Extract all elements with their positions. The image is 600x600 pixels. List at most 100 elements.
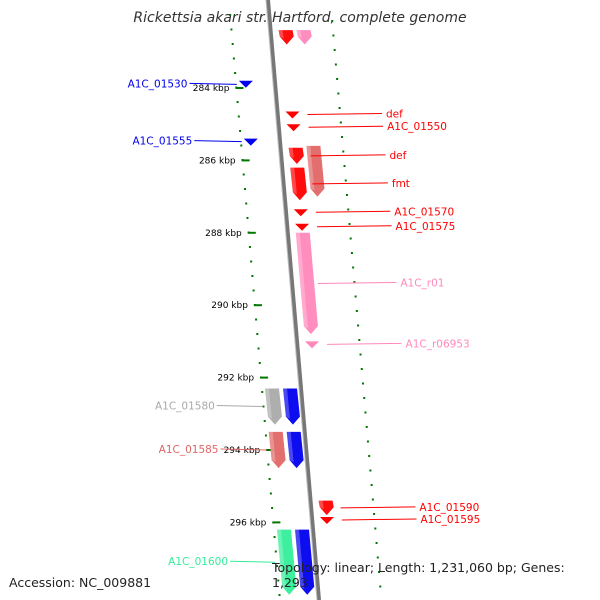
gene-feature-shine bbox=[296, 30, 302, 39]
guide-dot-right bbox=[375, 542, 378, 544]
gene-feature-small[interactable] bbox=[285, 111, 300, 119]
guide-dot-right bbox=[333, 49, 336, 51]
guide-dot-left bbox=[255, 318, 258, 321]
guide-dot-right bbox=[370, 484, 373, 486]
gene-label-leader bbox=[341, 518, 417, 521]
gene-feature[interactable] bbox=[295, 232, 318, 335]
gene-feature[interactable] bbox=[288, 147, 304, 165]
guide-dot-left bbox=[257, 347, 260, 350]
gene-label-leader bbox=[216, 405, 264, 408]
gene-label[interactable]: A1C_01595 bbox=[420, 514, 480, 526]
guide-dot-left bbox=[268, 478, 271, 480]
gene-label-leader bbox=[310, 154, 386, 157]
gene-label[interactable]: A1C_01530 bbox=[128, 78, 188, 90]
guide-dot-right bbox=[363, 397, 366, 399]
guide-dot-left bbox=[232, 57, 235, 60]
guide-dot-left bbox=[278, 594, 281, 596]
gene-feature-small[interactable] bbox=[286, 124, 301, 132]
gene-feature[interactable] bbox=[318, 500, 334, 516]
gene-label[interactable]: A1C_01590 bbox=[419, 502, 479, 514]
guide-dot-left bbox=[277, 579, 280, 582]
guide-dot-right bbox=[354, 295, 357, 298]
genome-summary-text: Topology: linear; Length: 1,231,060 bp; … bbox=[272, 560, 565, 590]
guide-dot-right bbox=[374, 527, 377, 530]
guide-dot-right bbox=[344, 179, 347, 182]
gene-feature-shine bbox=[277, 529, 287, 589]
gene-label[interactable]: A1C_01585 bbox=[159, 444, 219, 456]
gene-label[interactable]: A1C_01550 bbox=[387, 121, 447, 133]
guide-dot-right bbox=[357, 324, 360, 327]
gene-feature[interactable] bbox=[277, 529, 297, 595]
guide-dot-left bbox=[262, 405, 265, 408]
gene-feature[interactable] bbox=[265, 388, 282, 425]
guide-dot-right bbox=[368, 455, 371, 457]
guide-dot-left bbox=[229, 14, 232, 16]
gene-feature[interactable] bbox=[268, 431, 286, 469]
gene-label[interactable]: A1C_01575 bbox=[396, 221, 456, 233]
guide-dot-right bbox=[378, 571, 381, 573]
gene-feature-shine bbox=[265, 388, 272, 419]
ruler-tick-label: 290 kbp bbox=[211, 301, 248, 311]
ruler-group: 284 kbp 286 kbp 288 kbp 290 kbp 292 kbp 294 k… bbox=[193, 84, 281, 528]
guide-dot-right bbox=[362, 382, 365, 385]
gene-feature[interactable] bbox=[295, 529, 315, 595]
gene-feature[interactable] bbox=[278, 30, 294, 45]
guide-dot-right bbox=[348, 223, 351, 225]
guide-dot-right bbox=[347, 208, 350, 211]
gene-feature-small[interactable] bbox=[295, 223, 310, 231]
gene-feature[interactable] bbox=[296, 30, 312, 45]
genome-title: Rickettsia akari str. Hartford, complete… bbox=[133, 10, 467, 26]
gene-feature-small[interactable] bbox=[305, 341, 320, 349]
gene-feature-shine bbox=[306, 145, 315, 191]
guide-dot-left bbox=[239, 130, 242, 132]
gene-label[interactable]: A1C_01570 bbox=[394, 206, 454, 218]
guide-dot-left bbox=[236, 101, 239, 103]
accession-text: Accession: NC_009881 bbox=[9, 575, 152, 590]
guide-dot-left bbox=[251, 275, 254, 277]
gene-labels-group: A1C_01530defA1C_01550A1C_01555deffmtA1C_… bbox=[128, 78, 481, 568]
gene-label[interactable]: A1C_01555 bbox=[132, 136, 192, 148]
gene-feature-small[interactable] bbox=[319, 516, 334, 524]
guide-dot-right bbox=[379, 585, 382, 588]
gene-label[interactable]: A1C_r01 bbox=[400, 277, 444, 289]
gene-feature[interactable] bbox=[286, 431, 304, 469]
gene-label-leader bbox=[220, 448, 267, 451]
gene-label-leader bbox=[317, 225, 392, 228]
gene-feature-small[interactable] bbox=[293, 209, 308, 217]
guide-dot-left bbox=[263, 420, 266, 422]
gene-feature[interactable] bbox=[290, 167, 307, 201]
gene-label-leader bbox=[189, 82, 237, 85]
gene-feature-small[interactable] bbox=[243, 138, 258, 146]
guide-dot-left bbox=[240, 144, 243, 147]
guide-dot-right bbox=[369, 469, 372, 472]
gene-label[interactable]: A1C_01600 bbox=[168, 556, 228, 568]
gene-feature-shine bbox=[295, 529, 305, 589]
gene-label[interactable]: A1C_r06953 bbox=[406, 338, 470, 350]
guide-dot-right bbox=[373, 513, 376, 515]
guide-dot-left bbox=[274, 550, 277, 553]
guide-dot-right bbox=[376, 556, 379, 559]
gene-label[interactable]: A1C_01580 bbox=[155, 401, 215, 413]
guide-dot-left bbox=[252, 289, 255, 292]
guide-dot-left bbox=[258, 362, 261, 364]
guide-dot-left bbox=[237, 115, 240, 118]
gene-label-leader bbox=[315, 210, 391, 213]
gene-feature-shine bbox=[278, 30, 284, 39]
gene-label-leader bbox=[317, 281, 397, 284]
gene-feature-small[interactable] bbox=[238, 80, 253, 88]
gene-label-leader bbox=[194, 140, 242, 143]
guide-dot-left bbox=[269, 492, 272, 495]
gene-feature[interactable] bbox=[283, 388, 300, 425]
gene-label[interactable]: def bbox=[386, 109, 403, 121]
guide-dot-left bbox=[267, 463, 270, 466]
gene-label[interactable]: def bbox=[390, 150, 407, 162]
gene-label[interactable]: fmt bbox=[392, 178, 410, 190]
guide-dot-left bbox=[261, 391, 264, 393]
genes-group bbox=[238, 30, 334, 595]
gene-feature-shine bbox=[283, 388, 290, 419]
backbone-highlight bbox=[265, 0, 318, 600]
guide-dot-left bbox=[245, 202, 248, 205]
gene-feature-shine bbox=[295, 232, 308, 329]
guide-dot-left bbox=[250, 260, 253, 263]
